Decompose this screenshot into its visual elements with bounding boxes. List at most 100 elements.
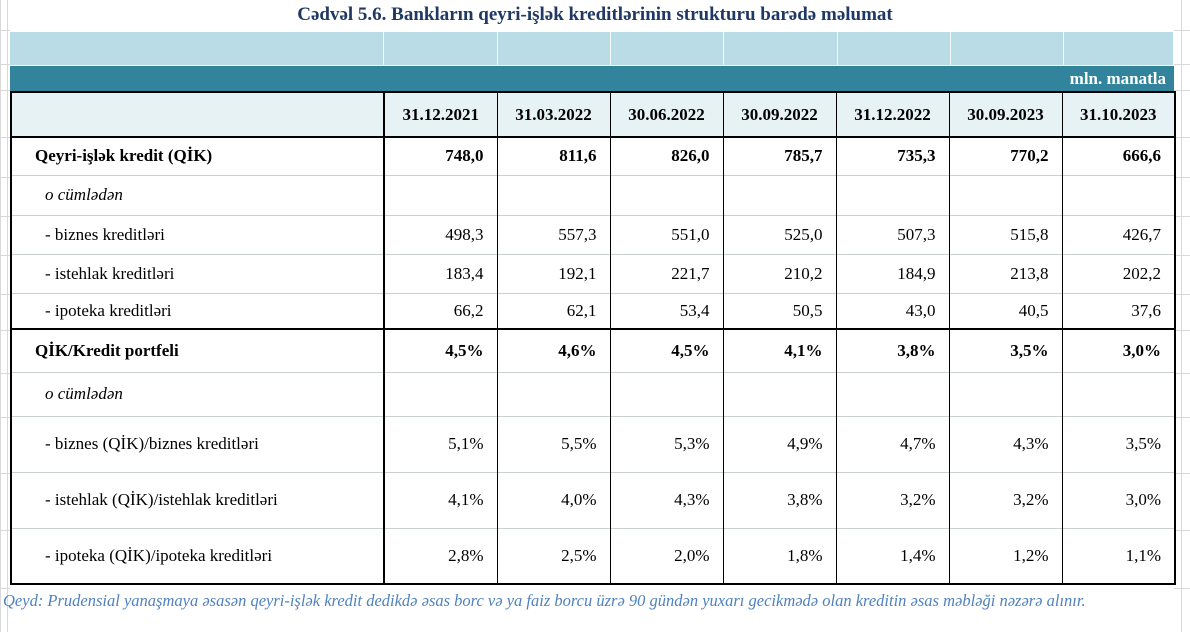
cell-value: 221,7 — [609, 253, 723, 293]
gridline — [0, 0, 1, 632]
cell-value: 551,0 — [609, 214, 723, 254]
gridline — [1174, 64, 1190, 65]
cell-value: 192,1 — [496, 253, 610, 293]
cell-value: 5,1% — [383, 415, 497, 472]
cell-value — [948, 371, 1062, 416]
decorative-band-light — [10, 32, 1173, 65]
cell-value: 5,3% — [609, 415, 723, 472]
cell-value: 43,0 — [835, 292, 949, 329]
row-label: - ipoteka kreditləri — [11, 292, 384, 329]
column-header: 31.12.2021 — [383, 92, 497, 138]
gridline — [1174, 473, 1190, 474]
cell-value: 2,5% — [496, 527, 610, 584]
cell-value: 770,2 — [948, 136, 1062, 175]
gridline — [1174, 373, 1190, 374]
gridline — [0, 30, 10, 31]
cell-value — [496, 371, 610, 416]
gridline — [0, 294, 10, 295]
band-column-separator — [837, 32, 838, 65]
cell-value — [722, 371, 836, 416]
gridline — [0, 64, 10, 65]
table-row: o cümlədən — [11, 174, 1175, 215]
cell-value — [383, 174, 497, 215]
cell-value — [1061, 174, 1175, 215]
unit-band: mln. manatla — [10, 66, 1174, 91]
cell-value: 3,2% — [948, 471, 1062, 528]
row-label: - ipoteka (QİK)/ipoteka kreditləri — [11, 527, 384, 584]
cell-value: 515,8 — [948, 214, 1062, 254]
cell-value — [948, 174, 1062, 215]
gridline — [1174, 137, 1190, 138]
gridline — [0, 90, 10, 91]
gridline — [1174, 255, 1190, 256]
cell-value: 210,2 — [722, 253, 836, 293]
row-label: - istehlak (QİK)/istehlak kreditləri — [11, 471, 384, 528]
table-row: - ipoteka kreditləri 66,2 62,1 53,4 50,5 43,0… — [11, 292, 1175, 329]
row-label: - biznes (QİK)/biznes kreditləri — [11, 415, 384, 472]
gridline — [0, 588, 10, 589]
table-row: QİK/Kredit portfeli 4,5% 4,6% 4,5% 4,1% 3,8% 3… — [11, 328, 1175, 372]
cell-value — [496, 174, 610, 215]
cell-value: 735,3 — [835, 136, 949, 175]
cell-value: 4,7% — [835, 415, 949, 472]
gridline — [1174, 417, 1190, 418]
cell-value: 4,1% — [722, 328, 836, 372]
cell-value: 40,5 — [948, 292, 1062, 329]
column-header: 31.12.2022 — [835, 92, 949, 138]
cell-value: 50,5 — [722, 292, 836, 329]
cell-value: 4,5% — [383, 328, 497, 372]
gridline — [0, 177, 10, 178]
gridline — [0, 373, 10, 374]
footnote-text: Qeyd: Prudensial yanaşmaya əsasən qeyri-… — [3, 591, 1086, 610]
cell-value: 4,3% — [609, 471, 723, 528]
cell-value: 748,0 — [383, 136, 497, 175]
cell-value: 3,8% — [835, 328, 949, 372]
gridline — [0, 216, 10, 217]
row-label: - biznes kreditləri — [11, 214, 384, 254]
table-row: o cümlədən — [11, 371, 1175, 416]
table-row: - biznes (QİK)/biznes kreditləri 5,1% 5,5%… — [11, 415, 1175, 472]
gridline — [1174, 90, 1190, 91]
band-column-separator — [1063, 32, 1064, 65]
cell-value — [835, 174, 949, 215]
band-column-separator — [723, 32, 724, 65]
row-label: QİK/Kredit portfeli — [11, 328, 384, 372]
gridline — [0, 330, 10, 331]
table-title: Cədvəl 5.6. Bankların qeyri-işlək kredit… — [297, 4, 893, 25]
cell-value: 4,3% — [948, 415, 1062, 472]
cell-value: 785,7 — [722, 136, 836, 175]
cell-value: 507,3 — [835, 214, 949, 254]
table-head: 31.12.2021 31.03.2022 30.06.2022 30.09.2022… — [11, 92, 1175, 138]
cell-value: 37,6 — [1061, 292, 1175, 329]
gridline — [0, 473, 10, 474]
cell-value: 1,1% — [1061, 527, 1175, 584]
column-header: 30.09.2023 — [948, 92, 1062, 138]
band-column-separator — [497, 32, 498, 65]
gridline — [1174, 330, 1190, 331]
row-label: Qeyri-işlək kredit (QİK) — [11, 136, 384, 175]
gridline — [1174, 30, 1190, 31]
gridline — [1174, 530, 1190, 531]
table-row: - istehlak kreditləri 183,4 192,1 221,7 210,… — [11, 253, 1175, 293]
gridline — [0, 417, 10, 418]
cell-value: 557,3 — [496, 214, 610, 254]
cell-value: 4,0% — [496, 471, 610, 528]
gridline — [1174, 216, 1190, 217]
gridline — [1174, 177, 1190, 178]
cell-value: 3,5% — [948, 328, 1062, 372]
cell-value: 2,0% — [609, 527, 723, 584]
cell-value: 183,4 — [383, 253, 497, 293]
cell-value: 426,7 — [1061, 214, 1175, 254]
cell-value: 525,0 — [722, 214, 836, 254]
row-label: - istehlak kreditləri — [11, 253, 384, 293]
cell-value — [835, 371, 949, 416]
cell-value: 1,8% — [722, 527, 836, 584]
cell-value: 202,2 — [1061, 253, 1175, 293]
cell-value: 3,8% — [722, 471, 836, 528]
table-row: - biznes kreditləri 498,3 557,3 551,0 525,0 5… — [11, 214, 1175, 254]
cell-value — [609, 371, 723, 416]
row-label: o cümlədən — [11, 371, 384, 416]
column-header: 30.09.2022 — [722, 92, 836, 138]
gridline — [0, 137, 10, 138]
